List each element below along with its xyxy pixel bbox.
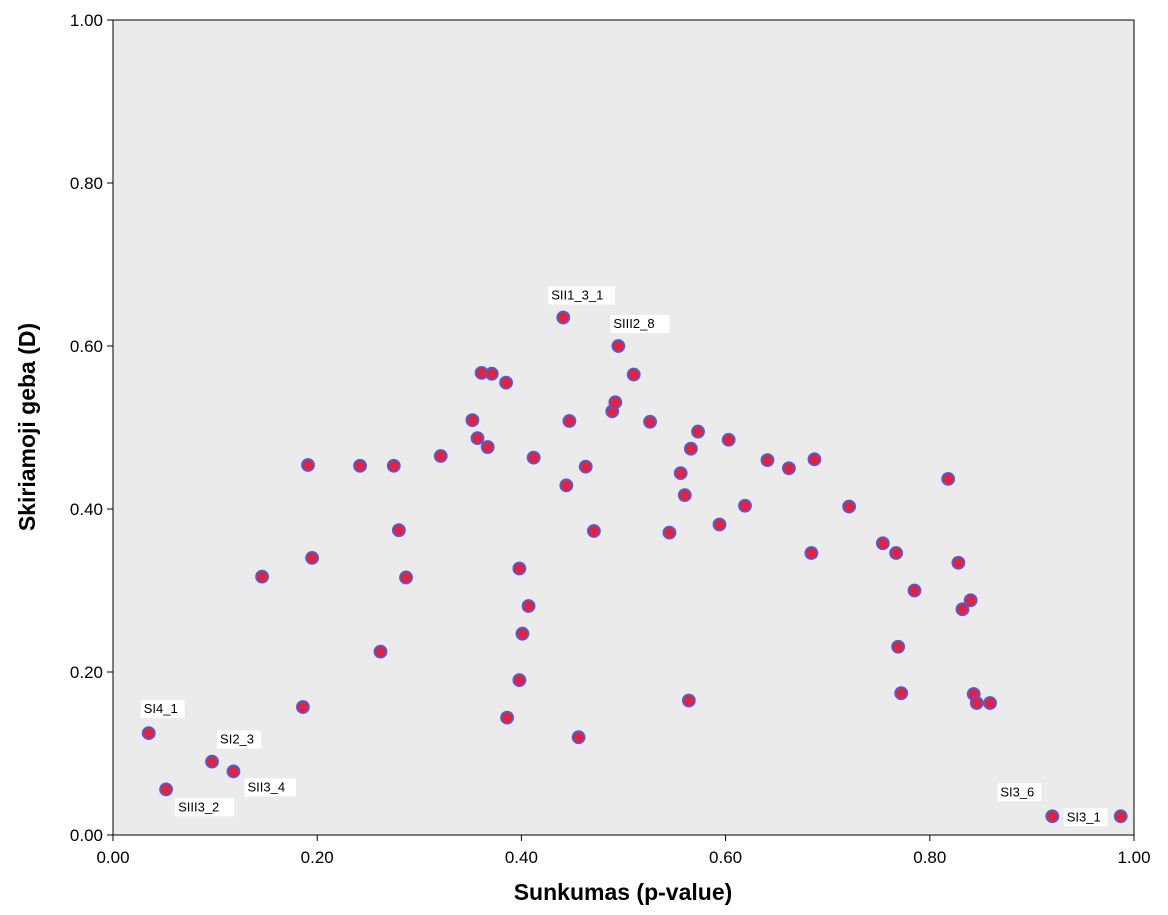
data-point — [875, 536, 890, 551]
data-point — [141, 726, 156, 741]
point-label-box — [1063, 808, 1108, 827]
data-point — [712, 517, 727, 532]
data-point — [465, 413, 480, 428]
x-tick-label: 0.40 — [505, 848, 538, 867]
data-point — [470, 431, 485, 445]
data-point — [578, 459, 593, 474]
point-label: SI3_6 — [1000, 784, 1034, 799]
data-point — [480, 440, 495, 454]
data-point — [1113, 809, 1128, 824]
point-label-box — [175, 798, 235, 817]
data-point — [515, 626, 530, 641]
data-point — [562, 414, 577, 428]
point-label-box — [217, 730, 262, 749]
data-point — [611, 339, 626, 353]
y-tick-label: 1.00 — [70, 11, 103, 30]
data-point — [556, 310, 571, 325]
data-point — [842, 499, 857, 514]
y-tick-label: 0.80 — [70, 174, 103, 193]
x-tick-label: 0.00 — [96, 848, 129, 867]
x-tick-label: 0.80 — [913, 848, 946, 867]
point-label: SI2_3 — [220, 732, 254, 747]
data-point — [484, 366, 499, 381]
point-label: SI4_1 — [144, 701, 178, 716]
data-point — [662, 525, 677, 540]
data-point — [608, 395, 623, 410]
data-point — [433, 449, 448, 463]
data-point — [889, 546, 904, 560]
data-point — [782, 461, 796, 476]
data-point — [969, 696, 984, 710]
data-point — [721, 432, 736, 447]
data-point — [512, 561, 527, 576]
data-point — [205, 754, 219, 769]
data-point — [386, 458, 401, 473]
y-tick-label: 0.00 — [70, 826, 103, 845]
point-label: SII3_4 — [247, 779, 285, 794]
data-point — [512, 673, 527, 688]
point-label-box — [548, 286, 616, 305]
data-point — [301, 458, 315, 472]
data-point — [691, 424, 705, 439]
data-point — [226, 764, 241, 779]
data-point — [296, 700, 310, 714]
data-point — [983, 696, 997, 710]
y-axis-title: Skiriamoji geba (D) — [14, 323, 40, 531]
data-point — [559, 478, 574, 493]
data-point — [353, 458, 367, 473]
data-point — [399, 570, 413, 585]
data-point — [571, 730, 586, 745]
data-point — [673, 466, 688, 481]
data-point — [391, 523, 406, 538]
data-point — [807, 452, 822, 467]
x-axis-title: Sunkumas (p-value) — [514, 879, 733, 905]
data-point — [500, 710, 515, 725]
data-point — [907, 583, 922, 598]
data-point — [951, 555, 966, 570]
point-label-box — [610, 315, 670, 333]
point-label: SIII3_2 — [178, 799, 219, 814]
data-point — [894, 686, 909, 701]
x-tick-label: 0.60 — [709, 848, 742, 867]
data-point — [255, 569, 269, 584]
data-point — [159, 782, 173, 797]
data-point — [955, 602, 970, 617]
data-point — [738, 498, 752, 513]
data-point — [305, 551, 319, 565]
data-point — [586, 524, 601, 538]
data-point — [499, 375, 513, 390]
data-point — [521, 599, 536, 613]
y-tick-label: 0.40 — [70, 500, 103, 519]
point-label-box — [140, 700, 185, 719]
x-tick-label: 1.00 — [1117, 848, 1150, 867]
data-point — [683, 441, 698, 456]
plot-area — [112, 19, 1135, 836]
data-point — [373, 644, 388, 659]
point-label-box — [997, 783, 1042, 802]
x-tick-label: 0.20 — [301, 848, 334, 867]
point-label: SI3_1 — [1067, 809, 1101, 824]
data-point — [941, 471, 956, 486]
data-point — [1045, 809, 1060, 824]
data-point — [963, 593, 978, 608]
data-point — [804, 546, 819, 560]
data-point — [643, 414, 657, 429]
data-point — [760, 453, 775, 468]
data-point — [681, 693, 696, 708]
data-point — [891, 639, 906, 654]
data-point — [526, 450, 541, 465]
y-tick-label: 0.20 — [70, 663, 103, 682]
point-label: SII1_3_1 — [551, 287, 603, 302]
point-label: SIII2_8 — [613, 316, 654, 331]
y-tick-label: 0.60 — [70, 337, 103, 356]
data-point — [677, 488, 692, 503]
point-label-box — [244, 778, 297, 797]
data-point — [626, 367, 641, 382]
